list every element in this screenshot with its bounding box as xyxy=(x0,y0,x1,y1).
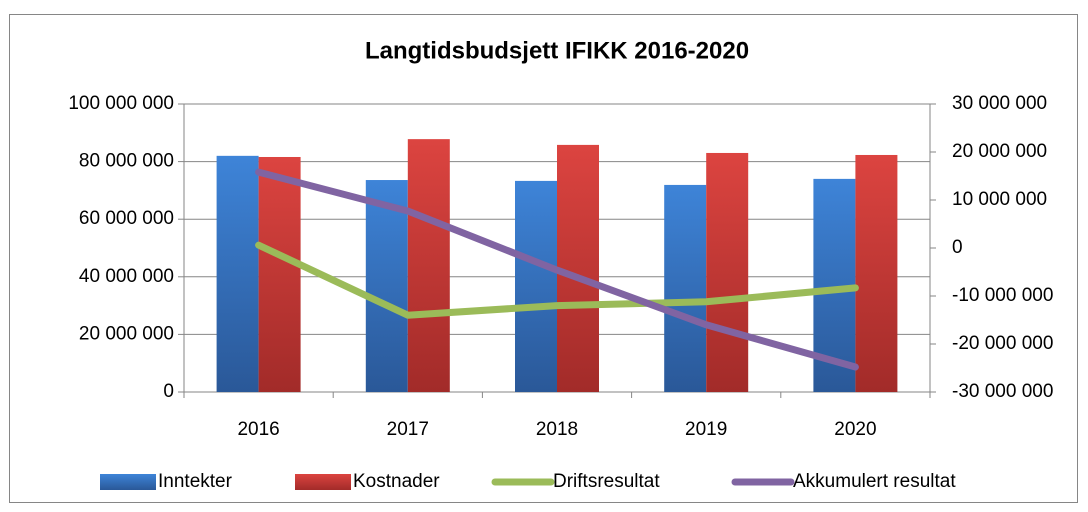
y-tick-label: 80 000 000 xyxy=(79,151,174,172)
legend-swatch xyxy=(100,474,156,490)
bar xyxy=(407,139,450,392)
bar xyxy=(557,144,599,392)
x-tick-label: 2018 xyxy=(536,419,578,440)
y-tick-label: 60 000 000 xyxy=(79,208,174,229)
y2-tick-label: -10 000 000 xyxy=(952,285,1053,306)
y-tick-label: 40 000 000 xyxy=(79,266,174,287)
y2-tick-label: 20 000 000 xyxy=(952,141,1047,162)
bar xyxy=(258,156,301,392)
bar xyxy=(515,180,557,392)
legend-label: Driftsresultat xyxy=(553,471,660,492)
line-series xyxy=(255,168,859,371)
y-tick-label: 0 xyxy=(163,381,174,402)
line-series xyxy=(255,241,859,319)
chart-title: Langtidsbudsjett IFIKK 2016-2020 xyxy=(365,37,749,64)
x-tick-label: 2020 xyxy=(834,419,876,440)
x-tick-label: 2016 xyxy=(237,419,279,440)
y2-tick-label: 10 000 000 xyxy=(952,189,1047,210)
y-tick-label: 100 000 000 xyxy=(68,93,174,114)
y2-tick-label: 0 xyxy=(952,237,963,258)
x-tick-label: 2019 xyxy=(685,419,727,440)
y-tick-label: 20 000 000 xyxy=(79,323,174,344)
bar xyxy=(216,155,259,392)
x-tick-label: 2017 xyxy=(387,419,429,440)
legend-label: Akkumulert resultat xyxy=(793,471,956,492)
bar xyxy=(365,180,408,392)
y2-tick-label: -30 000 000 xyxy=(952,381,1053,402)
y2-tick-label: -20 000 000 xyxy=(952,333,1053,354)
bar xyxy=(664,184,707,392)
legend-label: Kostnader xyxy=(353,471,440,492)
legend-swatch xyxy=(295,474,351,490)
y2-tick-label: 30 000 000 xyxy=(952,93,1047,114)
legend-label: Inntekter xyxy=(158,471,233,492)
bar xyxy=(706,152,749,392)
bar xyxy=(855,154,898,392)
